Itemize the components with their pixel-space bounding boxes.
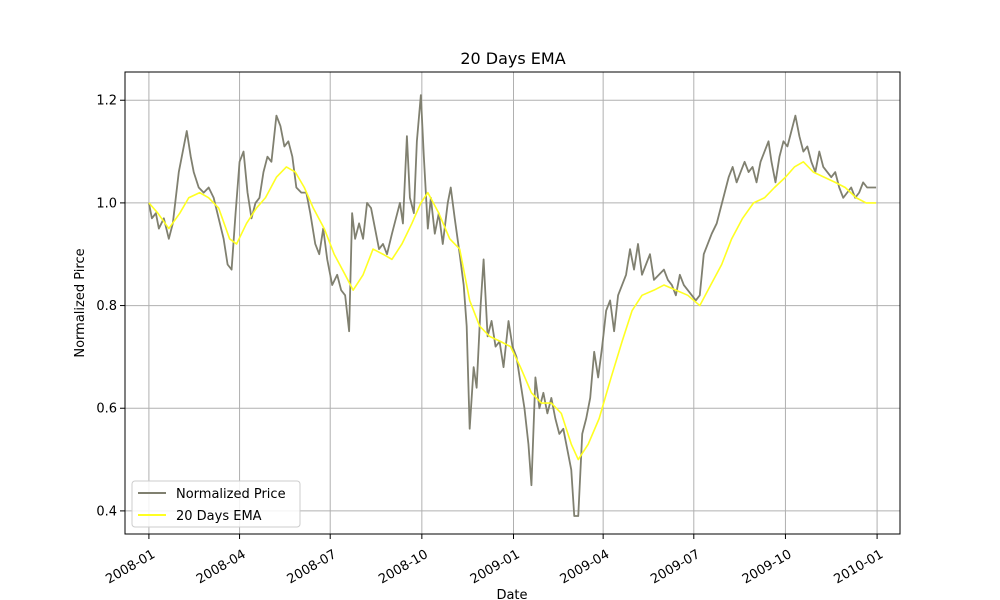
y-tick-label: 0.8 [96,299,117,314]
legend-label-ema: 20 Days EMA [176,509,262,524]
y-tick-label: 0.6 [96,402,117,417]
series-lines [148,94,877,517]
plot-frame [124,71,901,535]
y-tick-label: 1.0 [96,196,117,211]
chart-title: 20 Days EMA [460,49,565,68]
y-tick-label: 1.2 [96,94,117,109]
y-axis-title: Normalized Pirce [73,248,88,357]
legend-label-normalized-price: Normalized Price [176,487,286,502]
y-tick-label: 0.4 [96,504,117,519]
series-line-0 [148,94,877,517]
legend: Normalized Price 20 Days EMA [131,480,301,528]
legend-frame [131,480,301,528]
series-line-1 [148,161,877,461]
x-axis-title: Date [496,588,527,600]
grid-lines [125,72,900,534]
